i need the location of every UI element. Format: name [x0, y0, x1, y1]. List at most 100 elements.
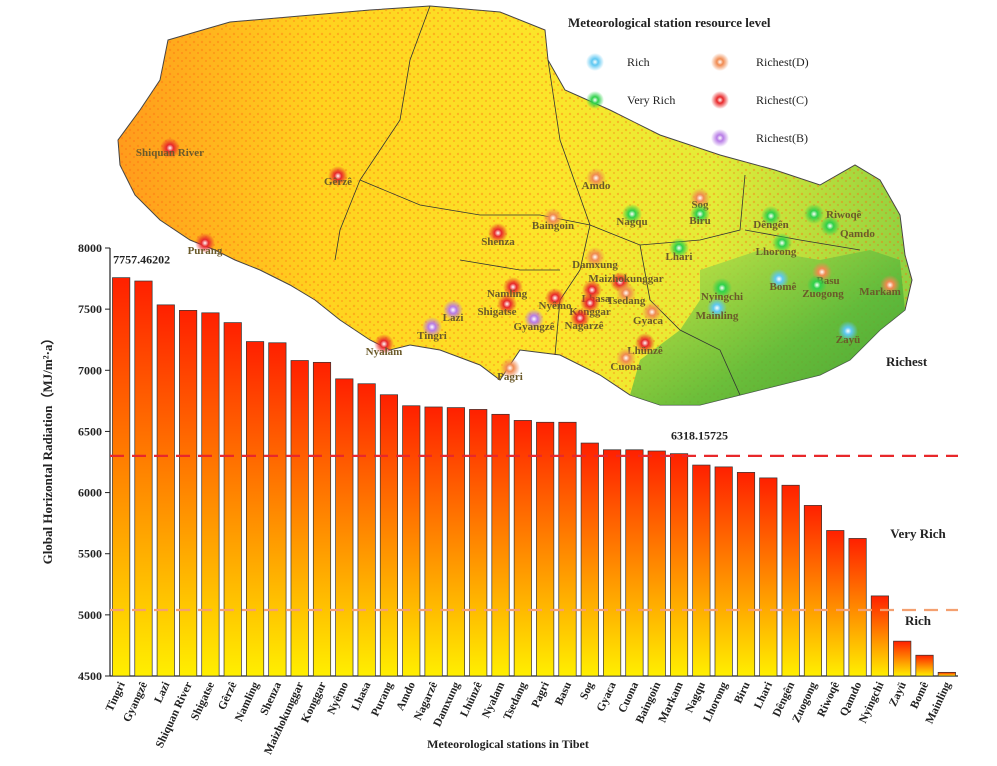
station-marker-shenza — [488, 223, 508, 243]
bar-chart: 4500 5000 5500 6000 6500 7000 7500 8000 Very Ri… — [40, 241, 958, 756]
station-marker-amdo — [586, 168, 606, 188]
y-tick-label: 7500 — [78, 302, 102, 316]
station-label-tingri: Tingri — [417, 330, 447, 342]
bar-nyingchi — [870, 595, 889, 677]
station-marker-damxung — [585, 247, 605, 267]
bar-zayu — [893, 640, 912, 677]
station-marker-nyemo — [545, 288, 565, 308]
bar-amdo — [402, 405, 421, 677]
station-label-gerze: Gêrzê — [324, 176, 352, 188]
level-label-very-rich: Very Rich — [890, 526, 946, 541]
station-marker-purang — [195, 233, 215, 253]
map-legend-items: Rich Very Rich Richest(D) Richest(C) Richest… — [586, 53, 809, 147]
bar-shiquan-river — [179, 310, 198, 677]
station-marker-dengen — [761, 206, 781, 226]
station-label-lhunze: Lhünzê — [627, 345, 663, 357]
station-marker-gerze — [328, 166, 348, 186]
map-markers: Shiquan RiverGêrzêPurangAmdoSogBiruNagqu… — [136, 138, 901, 383]
bar-nagqu — [692, 464, 711, 677]
y-tick-label: 6000 — [78, 486, 102, 500]
x-tick-label-sog: Sog — [578, 680, 597, 702]
x-tick-label-cuona: Cuona — [616, 680, 641, 715]
station-marker-lhunze — [635, 333, 655, 353]
x-tick-label-pagri: Pagri — [530, 679, 553, 709]
station-label-lhari: Lhari — [666, 251, 693, 263]
station-label-zuogong: Zuogong — [802, 288, 844, 300]
station-label-mainling: Mainling — [696, 310, 739, 322]
x-tick-label-tingri: Tingri — [104, 679, 128, 713]
station-marker-tsedang — [616, 283, 636, 303]
station-marker-baingoin — [543, 208, 563, 228]
bar-nagarze — [424, 406, 443, 677]
bar-lhorong — [714, 466, 733, 677]
bar-lhunze — [469, 409, 488, 677]
station-label-amdo: Amdo — [582, 180, 611, 192]
station-label-nyemo: Nyêmo — [539, 300, 572, 312]
station-label-namling: Namling — [487, 288, 528, 300]
station-marker-nyingchi — [712, 278, 732, 298]
bar-purang — [379, 394, 399, 677]
station-label-gyaca: Gyaca — [633, 315, 663, 327]
station-label-qamdo: Qamdo — [840, 228, 875, 240]
x-tick-label-basu: Basu — [553, 680, 574, 708]
station-marker-gyangze — [524, 309, 544, 329]
bar-gyangze — [134, 280, 153, 677]
station-label-damxung: Damxung — [572, 259, 618, 271]
legend-marker-richest-c — [711, 91, 729, 109]
station-marker-zayu — [838, 321, 858, 341]
station-marker-qamdo — [820, 216, 840, 236]
map-forest-region — [630, 250, 905, 405]
bar-lhasa — [357, 383, 376, 677]
x-tick-label-gerze: Gêrzê — [216, 680, 239, 712]
station-marker-pagri — [500, 358, 520, 378]
station-marker-namling — [503, 277, 523, 297]
station-label-baingoin: Baingoin — [532, 220, 574, 232]
bar-bome — [915, 654, 934, 677]
x-tick-label-gyaca: Gyaca — [595, 680, 619, 714]
station-marker-markam — [880, 275, 900, 295]
x-tick-label-zayu: Zayü — [887, 680, 909, 709]
bar-biru — [736, 472, 756, 677]
bar-shenza — [268, 342, 287, 677]
bar-maizhokunggar — [290, 360, 309, 677]
bar-namling — [245, 341, 265, 677]
bar-tsedang — [513, 420, 532, 677]
map-legend-title: Meteorological station resource level — [568, 15, 771, 30]
y-tick-label: 5500 — [78, 547, 102, 561]
x-tick-label-amdo: Amdo — [394, 680, 418, 713]
station-label-dengen: Dêngên — [753, 219, 788, 231]
y-axis-label: Global Horizontal Radiation（MJ/m²·a） — [40, 332, 55, 565]
x-tick-label-nyemo: Nyêmo — [326, 680, 352, 717]
annotation-markam: 6318.15725 — [671, 429, 728, 443]
bar-mainling — [937, 671, 956, 677]
bar-zuogong — [803, 505, 823, 677]
bar-riwoqe — [826, 530, 845, 677]
station-label-nagqu: Nagqu — [616, 216, 647, 228]
bar-damxung — [446, 407, 465, 677]
station-marker-lhari — [669, 238, 689, 258]
station-marker-shiquan-river — [160, 138, 180, 158]
y-tick-label: 4500 — [78, 669, 102, 683]
station-label-nyalam: Nyalam — [366, 346, 403, 358]
legend-marker-very-rich — [586, 91, 604, 109]
station-label-maizhokunggar: Maizhokunggar — [588, 273, 663, 285]
station-marker-zuogong — [807, 275, 827, 295]
legend-marker-richest-d — [711, 53, 729, 71]
bar-markam — [669, 453, 689, 677]
bar-basu — [558, 421, 577, 677]
station-label-lhorong: Lhorong — [756, 246, 797, 258]
legend-label-rich: Rich — [627, 55, 650, 69]
station-label-biru: Biru — [689, 215, 710, 227]
station-marker-biru — [690, 204, 710, 224]
x-tick-label-purang: Purang — [369, 680, 395, 718]
station-marker-gyaca — [642, 302, 662, 322]
station-label-tsedang: Tsedang — [607, 295, 646, 307]
y-tick-label: 6500 — [78, 424, 102, 438]
legend-label-richest-d: Richest(D) — [756, 55, 809, 69]
y-tick-label: 7000 — [78, 363, 102, 377]
bar-gyaca — [603, 449, 622, 677]
bar-dengen — [781, 484, 800, 677]
station-label-shiquan-river: Shiquan River — [136, 147, 204, 159]
station-label-cuona: Cuona — [610, 361, 642, 373]
station-marker-lazi — [443, 300, 463, 320]
